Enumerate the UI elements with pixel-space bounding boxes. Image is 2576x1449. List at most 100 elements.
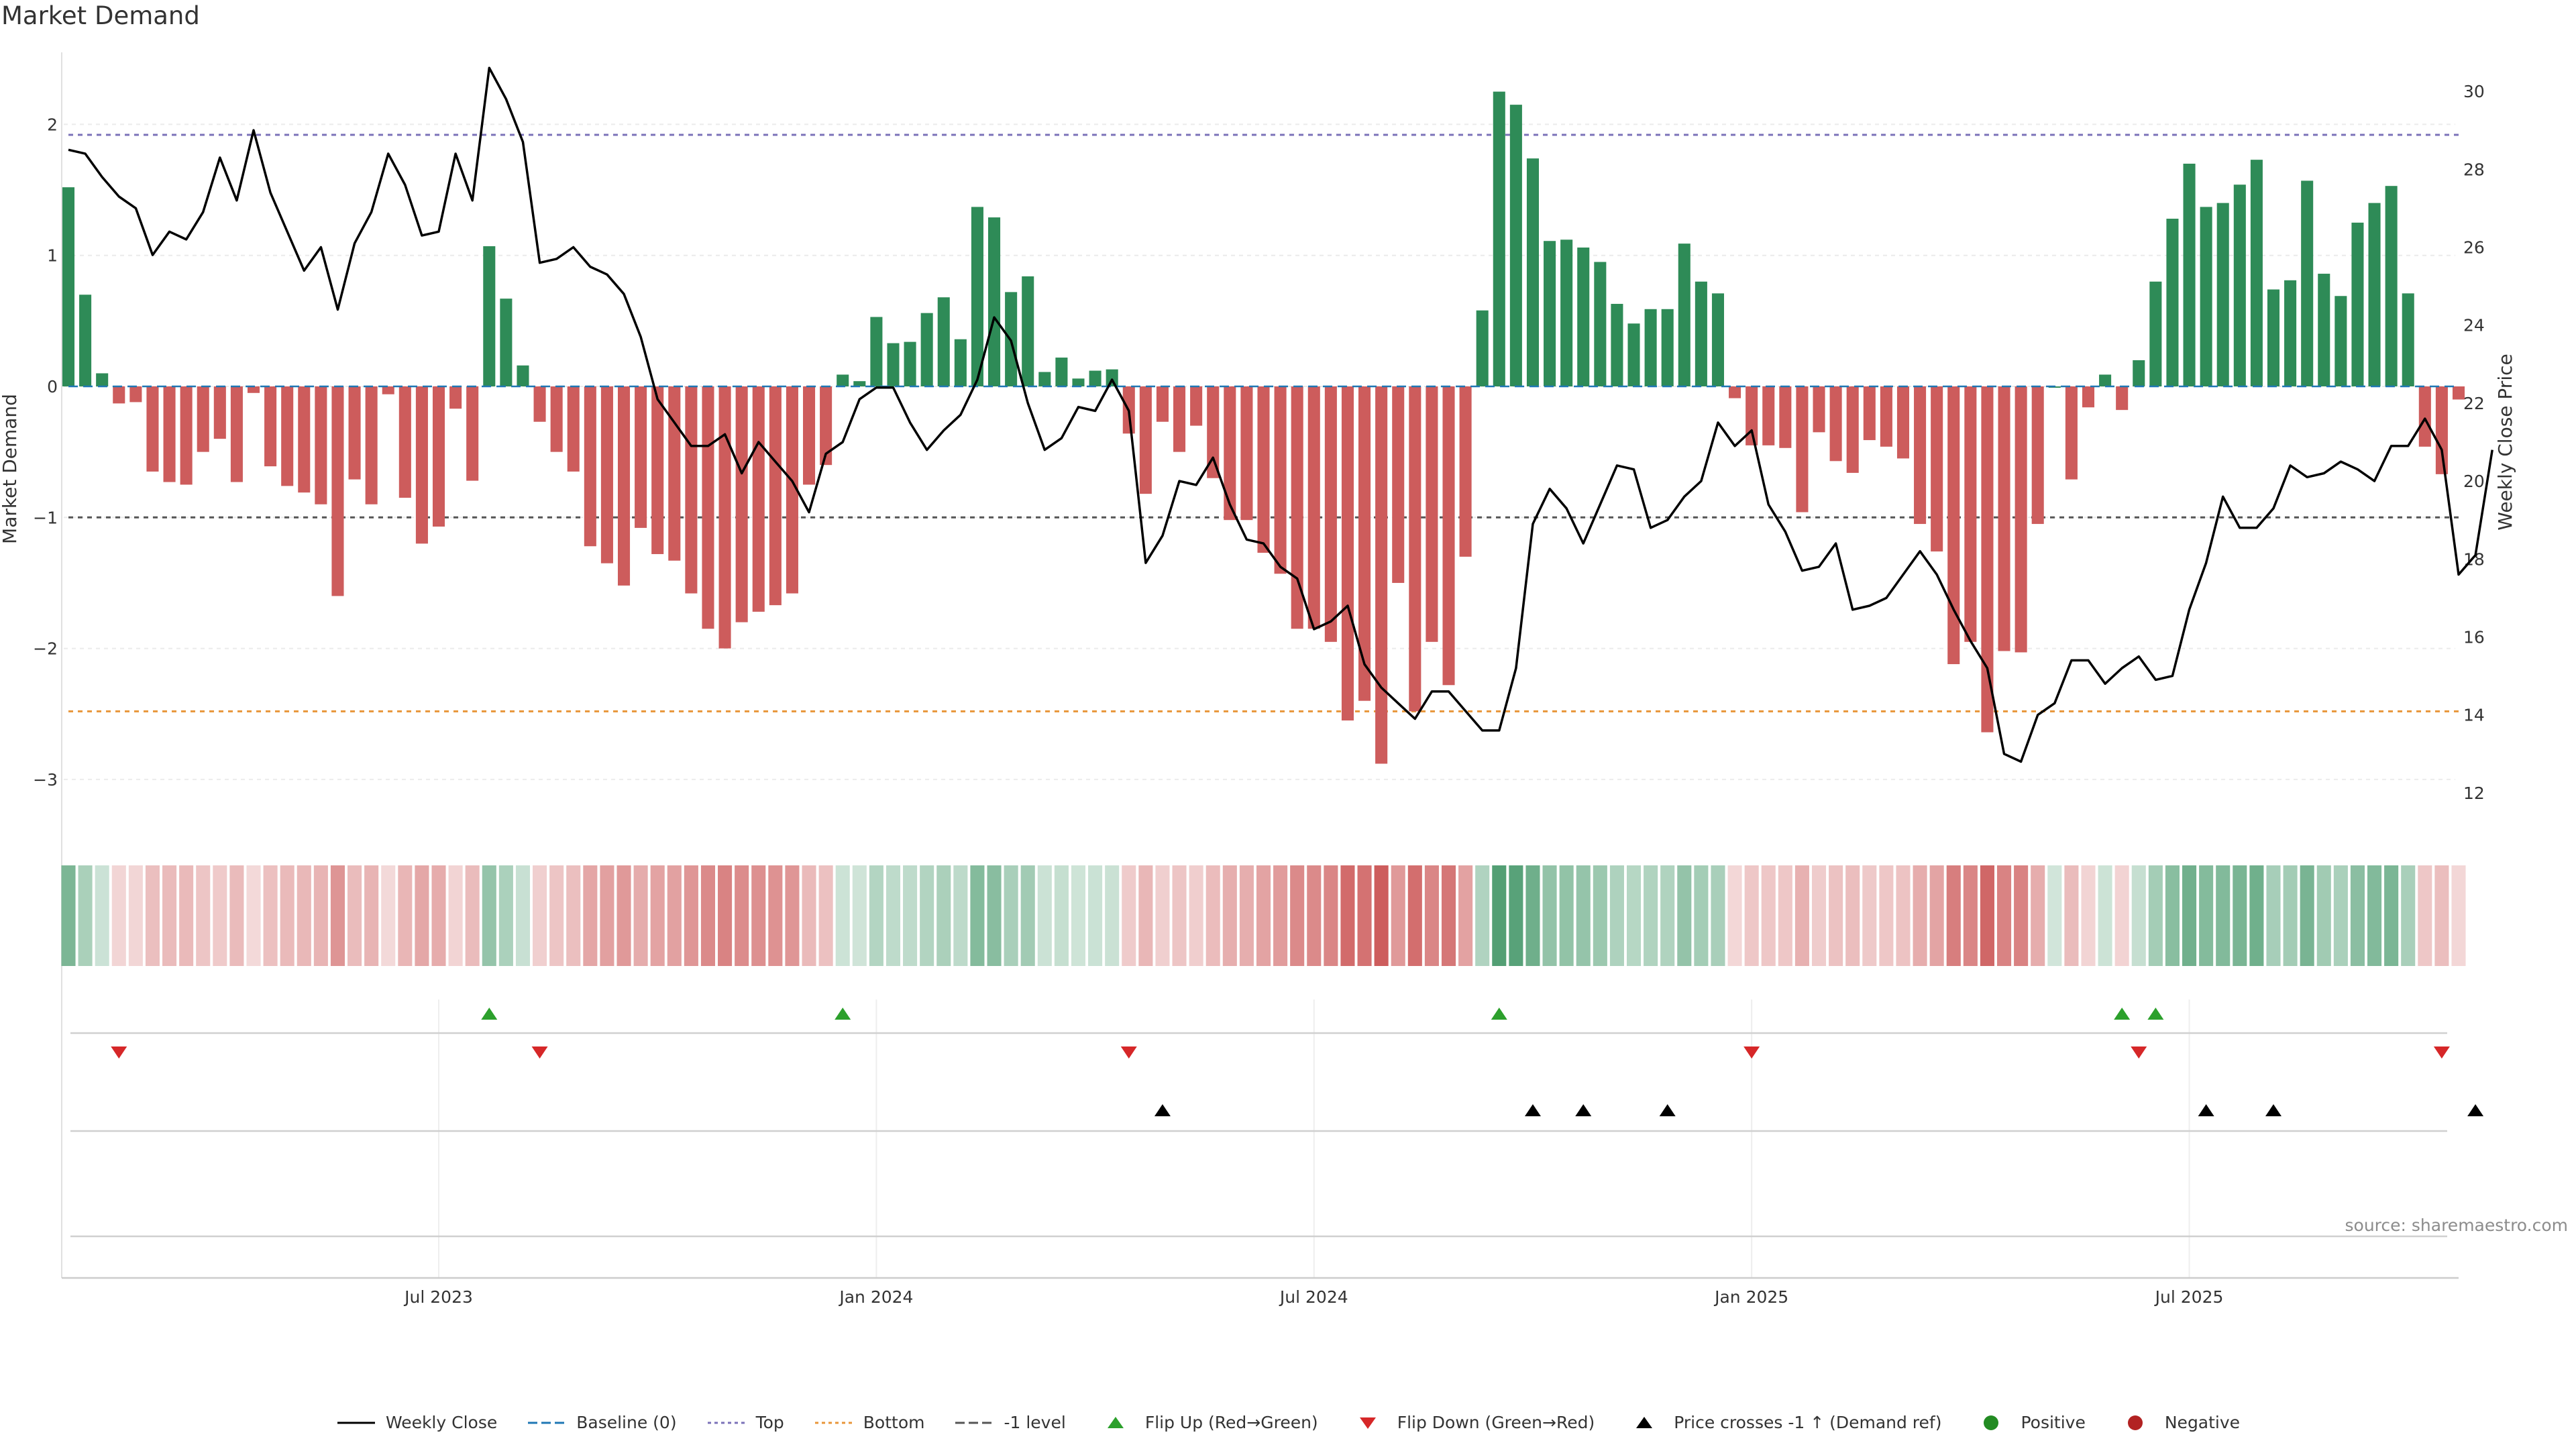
- heat-cell: [936, 865, 951, 966]
- heat-cell: [2114, 865, 2129, 966]
- demand-bar: [1560, 239, 1573, 386]
- demand-bar: [635, 386, 647, 528]
- y-tick-label: −1: [33, 508, 58, 527]
- y-tick-label: 0: [47, 377, 58, 396]
- demand-bar: [415, 386, 428, 544]
- y-tick-label: −2: [33, 639, 58, 659]
- heat-cell: [1054, 865, 1069, 966]
- demand-bar: [735, 386, 748, 623]
- demand-bar: [2065, 386, 2078, 480]
- heat-cell: [953, 865, 968, 966]
- demand-bar: [1695, 281, 1707, 386]
- demand-bar: [617, 386, 631, 586]
- heat-cell: [1205, 865, 1220, 966]
- heat-cell: [2064, 865, 2079, 966]
- heat-cell: [903, 865, 918, 966]
- demand-bar: [62, 187, 75, 386]
- heat-cell: [1357, 865, 1372, 966]
- demand-bar: [1341, 386, 1354, 720]
- demand-bar: [1324, 386, 1337, 642]
- chart-legend: Weekly Close Baseline (0) Top Bottom -1 leve…: [0, 1413, 2576, 1432]
- y2-tick-label: 26: [2463, 238, 2485, 258]
- heat-cell: [1794, 865, 1809, 966]
- demand-bar: [920, 313, 933, 386]
- heat-cell: [1525, 865, 1540, 966]
- y2-tick-label: 16: [2463, 628, 2485, 647]
- heat-cell: [263, 865, 278, 966]
- heat-cell: [1694, 865, 1709, 966]
- heat-cell: [751, 865, 766, 966]
- demand-bar: [1038, 372, 1051, 386]
- demand-bar: [281, 386, 294, 486]
- demand-bar: [2334, 296, 2347, 386]
- legend-item: Price crosses -1 ↑ (Demand ref): [1624, 1413, 1941, 1432]
- heat-cell: [1273, 865, 1288, 966]
- legend-label: Bottom: [863, 1413, 925, 1432]
- demand-bar: [298, 386, 311, 493]
- demand-bar: [1964, 386, 1977, 642]
- heat-cell: [1324, 865, 1338, 966]
- heat-cell: [2098, 865, 2112, 966]
- demand-bar: [600, 386, 613, 564]
- legend-label: Baseline (0): [576, 1413, 677, 1432]
- y2-tick-label: 22: [2463, 394, 2485, 413]
- demand-bar: [2267, 289, 2280, 386]
- heat-cell: [1677, 865, 1692, 966]
- demand-bar: [2082, 386, 2095, 408]
- demand-bar: [331, 386, 344, 596]
- heat-cell: [869, 865, 883, 966]
- heat-cell: [364, 865, 379, 966]
- heat-cell: [970, 865, 985, 966]
- heat-cell: [2165, 865, 2180, 966]
- heat-cell: [1307, 865, 1322, 966]
- demand-bar: [1746, 386, 1758, 445]
- demand-bar: [954, 339, 967, 386]
- source-note: source: sharemaestro.com: [2345, 1216, 2569, 1235]
- demand-bar: [1998, 386, 2010, 651]
- heat-cell: [145, 865, 160, 966]
- price-cross-marker: [1659, 1104, 1676, 1116]
- heat-cell: [61, 865, 76, 966]
- demand-bar: [2301, 180, 2314, 386]
- heat-cell: [280, 865, 294, 966]
- legend-label: Flip Down (Green→Red): [1397, 1413, 1595, 1432]
- heat-cell: [482, 865, 496, 966]
- demand-bar: [1931, 386, 1943, 552]
- legend-swatch: [528, 1421, 566, 1424]
- legend-swatch: [2127, 1415, 2143, 1430]
- flip-down-marker: [1743, 1046, 1760, 1059]
- demand-bar: [500, 299, 513, 386]
- demand-bar: [2116, 386, 2129, 411]
- heat-cell: [566, 865, 581, 966]
- heat-cell: [2249, 865, 2264, 966]
- heat-cell: [2131, 865, 2146, 966]
- heat-cell: [1458, 865, 1473, 966]
- heat-cell: [1980, 865, 1994, 966]
- y-tick-label: 1: [47, 246, 58, 266]
- demand-bar: [315, 386, 327, 504]
- heat-cell: [1222, 865, 1237, 966]
- demand-bar: [2418, 386, 2431, 447]
- heat-cell: [616, 865, 631, 966]
- demand-bar: [1173, 386, 1186, 452]
- legend-label: Weekly Close: [385, 1413, 498, 1432]
- demand-bar: [2015, 386, 2027, 653]
- demand-bar: [584, 386, 596, 547]
- legend-marker: [1359, 1417, 1376, 1429]
- legend-swatch: [814, 1421, 853, 1424]
- demand-bar: [1442, 386, 1455, 686]
- demand-bar: [2216, 203, 2229, 386]
- heat-cell: [1020, 865, 1035, 966]
- heat-cell: [1862, 865, 1877, 966]
- heat-cell: [515, 865, 531, 966]
- demand-bar: [2149, 281, 2162, 386]
- heat-cell: [1811, 865, 1827, 966]
- heat-cell: [2418, 865, 2432, 966]
- demand-bar: [1577, 247, 1590, 386]
- flip-down-marker: [531, 1046, 548, 1059]
- legend-item: Flip Up (Red→Green): [1095, 1413, 1318, 1432]
- heat-cell: [465, 865, 480, 966]
- legend-item: Top: [706, 1413, 784, 1432]
- demand-bar: [702, 386, 714, 629]
- demand-bar: [2099, 374, 2112, 386]
